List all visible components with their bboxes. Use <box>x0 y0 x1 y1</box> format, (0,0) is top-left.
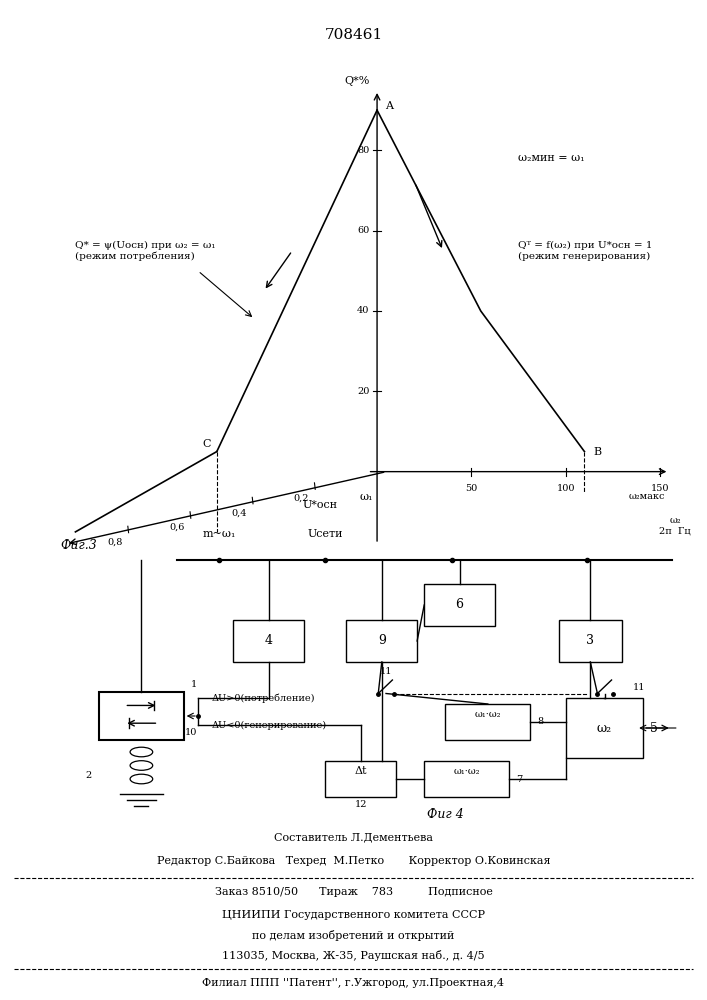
Text: Qᵀ = f(ω₂) при U*осн = 1
(режим генерирования): Qᵀ = f(ω₂) при U*осн = 1 (режим генериро… <box>518 241 653 261</box>
Text: 3: 3 <box>586 635 595 648</box>
Text: 0,4: 0,4 <box>231 509 247 518</box>
Text: ω₂: ω₂ <box>597 722 612 734</box>
Text: 5: 5 <box>650 722 658 734</box>
Bar <box>233 620 304 662</box>
Text: 20: 20 <box>357 387 370 396</box>
Text: Фиг.3: Фиг.3 <box>60 539 97 552</box>
Text: Заказ 8510/50      Тираж    783          Подписное: Заказ 8510/50 Тираж 783 Подписное <box>214 887 493 897</box>
Text: ω₂мин = ω₁: ω₂мин = ω₁ <box>518 153 585 163</box>
Text: C: C <box>203 439 211 449</box>
Text: Фиг 4: Фиг 4 <box>427 808 464 821</box>
Text: Uсети: Uсети <box>308 529 343 539</box>
Text: 4: 4 <box>264 635 273 648</box>
Bar <box>445 704 530 740</box>
Text: 1: 1 <box>191 680 197 689</box>
Text: 150: 150 <box>650 484 669 493</box>
Text: ω₁: ω₁ <box>360 492 373 502</box>
Text: 708461: 708461 <box>325 28 382 42</box>
Text: по делам изобретений и открытий: по делам изобретений и открытий <box>252 930 455 941</box>
Text: 50: 50 <box>465 484 477 493</box>
Text: 100: 100 <box>556 484 575 493</box>
Text: 10: 10 <box>185 728 197 737</box>
Bar <box>424 761 509 797</box>
Text: 0,6: 0,6 <box>170 523 185 532</box>
Text: 2: 2 <box>86 772 92 780</box>
Text: Составитель Л.Дементьева: Составитель Л.Дементьева <box>274 833 433 843</box>
Text: ω₂
2π  Гц: ω₂ 2π Гц <box>659 516 691 535</box>
Text: Q*%: Q*% <box>344 76 370 86</box>
Text: 11: 11 <box>633 683 645 692</box>
Bar <box>346 620 417 662</box>
Text: 0,2: 0,2 <box>293 494 309 503</box>
Text: Филиал ППП ''Патент'', г.Ужгород, ул.Проектная,4: Филиал ППП ''Патент'', г.Ужгород, ул.Про… <box>202 978 505 988</box>
Text: ΔU>0(потребление): ΔU>0(потребление) <box>212 693 315 703</box>
Bar <box>424 584 495 626</box>
Bar <box>99 692 184 740</box>
Text: 12: 12 <box>354 800 367 809</box>
Text: Δt: Δt <box>354 766 367 776</box>
Text: 40: 40 <box>357 306 370 315</box>
Text: 6: 6 <box>455 598 464 611</box>
Text: 80: 80 <box>357 146 370 155</box>
Text: Редактор С.Байкова   Техред  М.Петко       Корректор О.Ковинская: Редактор С.Байкова Техред М.Петко Коррек… <box>157 856 550 866</box>
Text: 113035, Москва, Ж-35, Раушская наб., д. 4/5: 113035, Москва, Ж-35, Раушская наб., д. … <box>222 950 485 961</box>
Bar <box>325 761 396 797</box>
Text: ЦНИИПИ Государственного комитета СССР: ЦНИИПИ Государственного комитета СССР <box>222 910 485 920</box>
Text: 9: 9 <box>378 635 386 648</box>
Text: 0,8: 0,8 <box>107 538 122 547</box>
Text: m~ω₁: m~ω₁ <box>202 529 236 539</box>
Bar <box>559 620 622 662</box>
Text: Q* = ψ(Uосн) при ω₂ = ω₁
(режим потребления): Q* = ψ(Uосн) при ω₂ = ω₁ (режим потребле… <box>76 241 216 261</box>
Bar <box>566 698 643 758</box>
Text: 7: 7 <box>516 774 522 784</box>
Text: A: A <box>385 101 392 111</box>
Text: ω₁·ω₂: ω₁·ω₂ <box>474 710 501 719</box>
Text: 11: 11 <box>380 666 392 676</box>
Text: ΔU<0(генерирование): ΔU<0(генерирование) <box>212 720 327 730</box>
Text: 60: 60 <box>357 226 370 235</box>
Text: ω₁·ω₂: ω₁·ω₂ <box>453 767 480 776</box>
Text: B: B <box>594 447 602 457</box>
Text: U*осн: U*осн <box>303 500 338 510</box>
Text: 8: 8 <box>537 718 544 726</box>
Text: ω₂макс: ω₂макс <box>629 492 665 501</box>
